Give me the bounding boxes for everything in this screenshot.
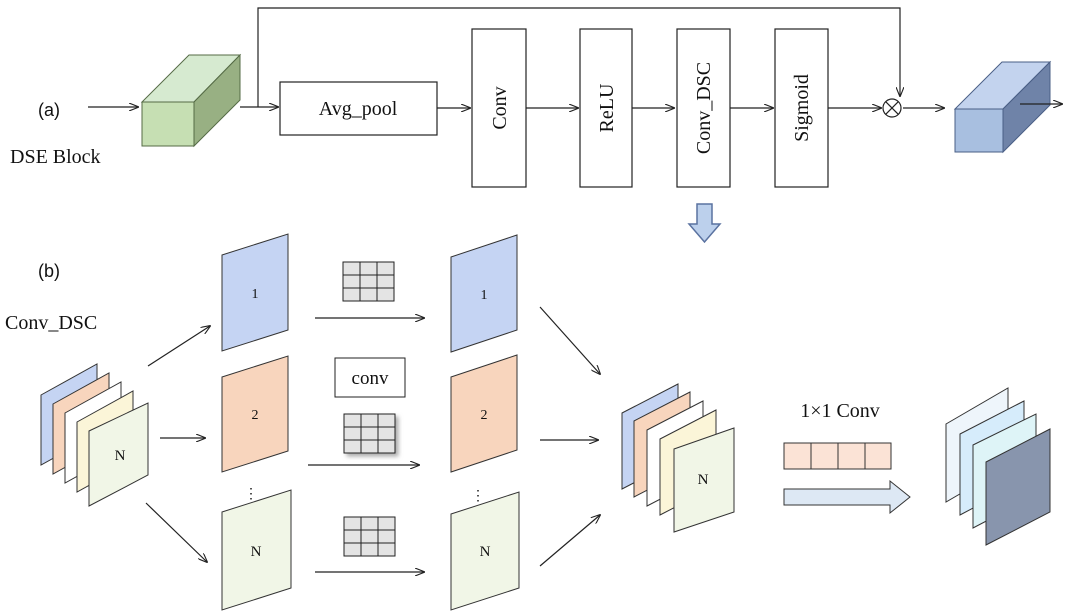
pointwise-kernel — [783, 442, 892, 470]
expand-down-arrow-icon — [687, 203, 722, 244]
conv-block — [471, 28, 527, 188]
pointwise-arrow-icon — [783, 479, 911, 515]
input-feature-cube — [140, 53, 242, 148]
channel-2-label: 2 — [252, 408, 259, 423]
depthwise-kernel-n — [343, 516, 396, 557]
relu-label: ReLU — [596, 83, 618, 132]
split-arrow-1 — [147, 326, 210, 367]
merge-arrow-n — [539, 515, 600, 567]
split-arrow-n — [145, 502, 207, 562]
relu-block — [579, 28, 633, 188]
channel-n-label: N — [251, 544, 262, 560]
concatenated-channel-stack — [621, 383, 735, 533]
channel-2-input — [221, 355, 289, 473]
conv-dsc-block — [676, 28, 731, 188]
avg-pool-label: Avg_pool — [319, 98, 398, 120]
depthwise-kernel-1 — [342, 261, 395, 302]
concat-channel-n-label: N — [698, 472, 709, 488]
channel-n-input — [221, 489, 292, 611]
depthwise-kernel-2 — [343, 413, 396, 454]
conv-label-box — [334, 357, 406, 398]
dse-block-title: DSE Block — [10, 146, 101, 168]
channel-1-output — [450, 234, 518, 353]
section-b-label: (b) — [38, 261, 60, 281]
channel-2-output — [450, 354, 518, 473]
conv-operation-label: conv — [352, 368, 389, 389]
channel-1-label: 1 — [252, 287, 259, 302]
output-feature-cube — [953, 60, 1052, 154]
input-channel-stack — [40, 363, 149, 507]
channel-ellipsis-right: ⋮ — [471, 489, 485, 504]
channel-n-output-label: N — [480, 544, 491, 560]
avg-pool-block — [279, 81, 438, 136]
channel-ellipsis-left: ⋮ — [244, 487, 258, 502]
channel-2-output-label: 2 — [481, 408, 488, 423]
conv-label: Conv — [489, 86, 511, 129]
channel-1-output-label: 1 — [481, 288, 488, 303]
merge-arrow-1 — [539, 306, 600, 374]
multiply-icon — [882, 98, 902, 118]
conv-dsc-label: Conv_DSC — [693, 62, 715, 154]
sigmoid-label: Sigmoid — [791, 74, 813, 142]
output-channel-stack — [945, 387, 1051, 546]
section-a-label: (a) — [38, 100, 60, 120]
input-channel-n-label: N — [115, 448, 126, 464]
conv-dsc-title: Conv_DSC — [5, 312, 97, 334]
channel-1-input — [221, 233, 289, 352]
skip-connection-line — [257, 7, 900, 107]
sigmoid-block — [774, 28, 829, 188]
pointwise-conv-label: 1×1 Conv — [800, 400, 880, 422]
channel-n-output — [450, 491, 520, 611]
